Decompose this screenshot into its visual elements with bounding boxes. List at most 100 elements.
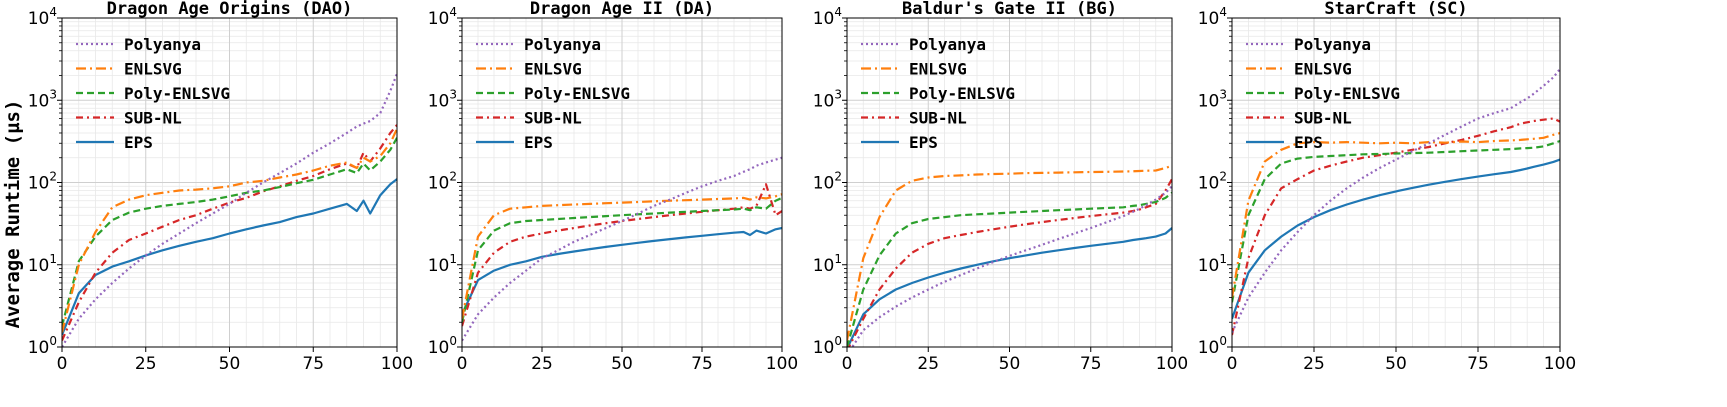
legend-label: EPS [909, 133, 938, 152]
y-tick-label: 104 [813, 5, 842, 29]
y-tick-label: 104 [428, 5, 457, 29]
y-axis-label: Average Runtime (µs) [2, 100, 24, 329]
x-tick-label: 25 [531, 354, 553, 374]
x-tick-label: 25 [135, 354, 157, 374]
legend-label: Poly-ENLSVG [1294, 84, 1400, 103]
x-tick-label: 75 [691, 354, 713, 374]
x-tick-label: 100 [1156, 354, 1188, 374]
chart-panel-4: 0 25 50 75 100 100 101 102 103 104 StarCraft (SC) P… [1198, 0, 1577, 374]
series-line-sub-nl [847, 178, 1172, 347]
legend-label: ENLSVG [1294, 60, 1352, 79]
x-tick-label: 0 [842, 354, 853, 374]
series-line-poly-enlsvg [847, 191, 1172, 347]
legend-label: Polyanya [909, 35, 986, 54]
chart-title: Dragon Age Origins (DAO) [107, 0, 353, 19]
y-tick-label: 101 [813, 252, 842, 276]
legend-label: Polyanya [1294, 35, 1371, 54]
legend-label: Polyanya [524, 35, 601, 54]
y-tick-label: 102 [428, 170, 457, 194]
y-tick-label: 101 [1198, 252, 1227, 276]
legend: Polyanya ENLSVG Poly-ENLSVG SUB-NL EPS [861, 35, 1015, 152]
y-tick-label: 102 [813, 170, 842, 194]
series-line-polyanya [462, 156, 782, 342]
series-line-eps [1232, 158, 1560, 320]
x-tick-label: 75 [302, 354, 324, 374]
chart-panel-3: 0 25 50 75 100 100 101 102 103 104 Baldur's Gate I… [813, 0, 1189, 374]
x-tick-label: 50 [611, 354, 633, 374]
series-line-sub-nl [462, 183, 782, 327]
series-line-polyanya [62, 73, 397, 347]
legend-label: SUB-NL [1294, 109, 1352, 128]
x-tick-label: 0 [57, 354, 68, 374]
x-tick-label: 100 [766, 354, 798, 374]
chart-title: StarCraft (SC) [1324, 0, 1467, 19]
legend-label: Polyanya [124, 35, 201, 54]
grid [847, 18, 1172, 347]
y-tick-label: 102 [28, 170, 57, 194]
series-line-enlsvg [462, 193, 782, 320]
y-tick-label: 103 [428, 87, 457, 111]
x-tick-label: 25 [917, 354, 939, 374]
legend-label: SUB-NL [524, 109, 582, 128]
series-line-poly-enlsvg [462, 196, 782, 323]
y-tick-label: 101 [28, 252, 57, 276]
grid [1232, 18, 1560, 347]
y-tick-label: 100 [1198, 334, 1227, 358]
legend-label: ENLSVG [124, 60, 182, 79]
x-tick-label: 0 [1227, 354, 1238, 374]
series-line-sub-nl [62, 124, 397, 341]
y-tick-label: 103 [1198, 87, 1227, 111]
series-line-polyanya [850, 185, 1172, 347]
series-line-poly-enlsvg [1232, 139, 1560, 303]
y-tick-label: 104 [1198, 5, 1227, 29]
legend-label: EPS [1294, 133, 1323, 152]
series-line-poly-enlsvg [62, 137, 397, 327]
legend-label: EPS [124, 133, 153, 152]
legend-label: ENLSVG [524, 60, 582, 79]
series-line-eps [462, 226, 782, 315]
legend: Polyanya ENLSVG Poly-ENLSVG SUB-NL EPS [76, 35, 230, 152]
series-group [62, 73, 397, 347]
series-group [847, 164, 1172, 347]
y-tick-label: 104 [28, 5, 57, 29]
y-tick-label: 100 [428, 334, 457, 358]
series-group [1232, 68, 1560, 336]
series-line-eps [847, 227, 1172, 347]
legend-label: ENLSVG [909, 60, 967, 79]
x-tick-label: 75 [1080, 354, 1102, 374]
x-tick-label: 50 [999, 354, 1021, 374]
legend-label: Poly-ENLSVG [124, 84, 230, 103]
y-tick-label: 103 [28, 87, 57, 111]
series-line-enlsvg [1232, 131, 1560, 298]
legend-label: Poly-ENLSVG [909, 84, 1015, 103]
grid [462, 18, 782, 347]
chart-panel-2: 0 25 50 75 100 100 101 102 103 104 Dragon Age II (… [428, 0, 799, 374]
series-line-sub-nl [1232, 117, 1560, 336]
y-tick-label: 100 [28, 334, 57, 358]
series-line-polyanya [1232, 68, 1560, 333]
y-tick-label: 102 [1198, 170, 1227, 194]
series-group [462, 156, 782, 342]
series-line-enlsvg [847, 164, 1172, 341]
chart-title: Baldur's Gate II (BG) [902, 0, 1117, 19]
legend-label: SUB-NL [909, 109, 967, 128]
x-tick-label: 0 [457, 354, 468, 374]
x-tick-label: 75 [1467, 354, 1489, 374]
y-tick-label: 101 [428, 252, 457, 276]
legend-label: SUB-NL [124, 109, 182, 128]
legend: Polyanya ENLSVG Poly-ENLSVG SUB-NL EPS [476, 35, 630, 152]
x-tick-label: 50 [219, 354, 241, 374]
y-tick-label: 100 [813, 334, 842, 358]
y-tick-label: 103 [813, 87, 842, 111]
x-tick-label: 50 [1385, 354, 1407, 374]
legend-label: EPS [524, 133, 553, 152]
grid [62, 18, 397, 347]
x-tick-label: 100 [381, 354, 413, 374]
x-tick-label: 100 [1544, 354, 1576, 374]
series-line-enlsvg [62, 128, 397, 333]
x-tick-label: 25 [1303, 354, 1325, 374]
legend-label: Poly-ENLSVG [524, 84, 630, 103]
chart-title: Dragon Age II (DA) [530, 0, 714, 19]
legend: Polyanya ENLSVG Poly-ENLSVG SUB-NL EPS [1246, 35, 1400, 152]
